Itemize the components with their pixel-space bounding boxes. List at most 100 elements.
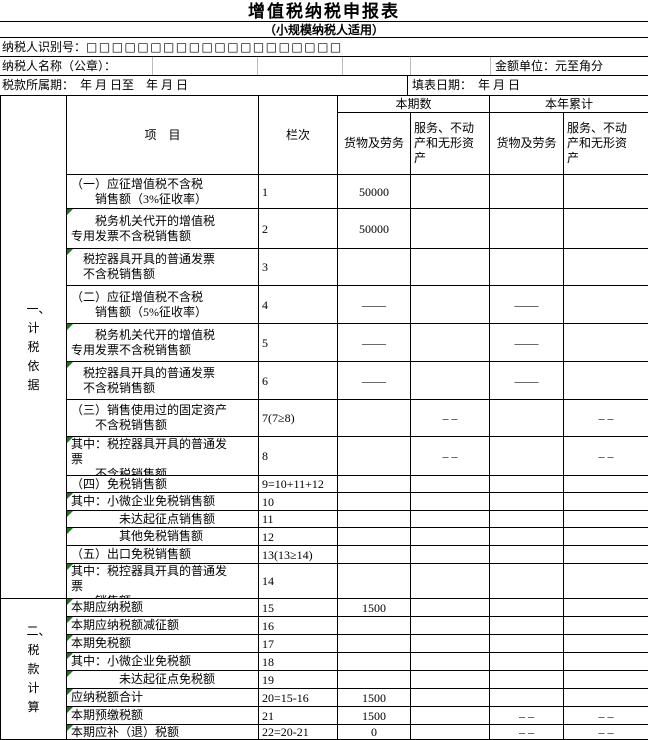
- cell-ytd-services[interactable]: [564, 511, 648, 528]
- cell-current-goods[interactable]: [338, 249, 411, 286]
- cell-current-services[interactable]: [411, 511, 490, 528]
- cell-ytd-goods[interactable]: ——: [490, 362, 564, 400]
- cell-current-goods[interactable]: [338, 511, 411, 528]
- cell-current-goods[interactable]: ——: [338, 362, 411, 400]
- cell-current-services[interactable]: [411, 617, 490, 635]
- cell-ytd-goods[interactable]: – –: [490, 725, 564, 740]
- taxpayer-id-boxes[interactable]: □□□□□□□□□□□□□□□□□□□□: [86, 38, 343, 56]
- cell-ytd-goods[interactable]: [490, 653, 564, 671]
- cell-ytd-goods[interactable]: [490, 493, 564, 511]
- cell-ytd-services[interactable]: – –: [564, 707, 648, 725]
- cell-current-goods[interactable]: [338, 635, 411, 653]
- blank-cell[interactable]: [410, 57, 490, 75]
- cell-ytd-goods[interactable]: [490, 476, 564, 493]
- cell-current-services[interactable]: – –: [411, 400, 490, 437]
- cell-current-goods[interactable]: [338, 653, 411, 671]
- cell-current-goods[interactable]: 50000: [338, 209, 411, 249]
- cell-ytd-services[interactable]: [564, 324, 648, 362]
- cell-ytd-services[interactable]: [564, 564, 648, 599]
- cell-ytd-goods[interactable]: [490, 511, 564, 528]
- cell-ytd-services[interactable]: [564, 476, 648, 493]
- cell-ytd-goods[interactable]: [490, 617, 564, 635]
- cell-current-services[interactable]: [411, 175, 490, 209]
- cell-ytd-goods[interactable]: [490, 546, 564, 564]
- row-column-no-cell: 1: [259, 175, 338, 209]
- cell-current-services[interactable]: [411, 725, 490, 740]
- cell-ytd-goods[interactable]: ——: [490, 286, 564, 324]
- cell-current-goods[interactable]: [338, 564, 411, 599]
- cell-current-services[interactable]: [411, 599, 490, 617]
- cell-ytd-services[interactable]: [564, 209, 648, 249]
- cell-current-services[interactable]: [411, 635, 490, 653]
- cell-current-services[interactable]: [411, 476, 490, 493]
- cell-current-goods[interactable]: 50000: [338, 175, 411, 209]
- cell-ytd-services[interactable]: [564, 493, 648, 511]
- comment-marker-icon: [67, 617, 73, 623]
- cell-current-services[interactable]: – –: [411, 437, 490, 476]
- cell-current-goods[interactable]: [338, 493, 411, 511]
- cell-current-goods[interactable]: 1500: [338, 707, 411, 725]
- blank-cell[interactable]: [257, 57, 342, 75]
- cell-ytd-services[interactable]: [564, 635, 648, 653]
- cell-ytd-services[interactable]: – –: [564, 725, 648, 740]
- cell-current-services[interactable]: [411, 528, 490, 546]
- cell-ytd-goods[interactable]: – –: [490, 707, 564, 725]
- cell-ytd-services[interactable]: [564, 528, 648, 546]
- cell-current-services[interactable]: [411, 564, 490, 599]
- cell-ytd-goods[interactable]: [490, 400, 564, 437]
- cell-current-services[interactable]: [411, 324, 490, 362]
- cell-current-services[interactable]: [411, 689, 490, 707]
- cell-ytd-services[interactable]: [564, 689, 648, 707]
- cell-ytd-goods[interactable]: ——: [490, 324, 564, 362]
- cell-current-goods[interactable]: [338, 671, 411, 689]
- row-label-cell: 其他免税销售额: [67, 528, 259, 546]
- cell-current-goods[interactable]: [338, 528, 411, 546]
- cell-current-goods[interactable]: 0: [338, 725, 411, 740]
- taxpayer-name-input-area[interactable]: [152, 57, 257, 75]
- amount-unit-cell: 金额单位：元至角分: [490, 57, 648, 75]
- tax-period-field[interactable]: 税款所属期： 年 月 日至 年 月 日: [0, 76, 407, 95]
- cell-ytd-services[interactable]: – –: [564, 400, 648, 437]
- cell-current-goods[interactable]: [338, 617, 411, 635]
- blank-cell[interactable]: [342, 57, 410, 75]
- cell-current-services[interactable]: [411, 249, 490, 286]
- cell-ytd-services[interactable]: [564, 671, 648, 689]
- cell-ytd-services[interactable]: – –: [564, 437, 648, 476]
- cell-current-services[interactable]: [411, 546, 490, 564]
- cell-ytd-goods[interactable]: [490, 528, 564, 546]
- cell-current-services[interactable]: [411, 493, 490, 511]
- cell-current-goods[interactable]: ——: [338, 286, 411, 324]
- cell-current-services[interactable]: [411, 362, 490, 400]
- cell-current-services[interactable]: [411, 653, 490, 671]
- cell-ytd-goods[interactable]: [490, 249, 564, 286]
- cell-ytd-goods[interactable]: [490, 689, 564, 707]
- fill-date-field[interactable]: 填表日期： 年 月 日: [407, 76, 648, 95]
- cell-ytd-goods[interactable]: [490, 564, 564, 599]
- cell-ytd-services[interactable]: [564, 653, 648, 671]
- cell-current-services[interactable]: [411, 707, 490, 725]
- cell-ytd-services[interactable]: [564, 617, 648, 635]
- cell-current-goods[interactable]: 1500: [338, 689, 411, 707]
- cell-ytd-services[interactable]: [564, 599, 648, 617]
- cell-current-goods[interactable]: [338, 546, 411, 564]
- cell-ytd-goods[interactable]: [490, 671, 564, 689]
- cell-current-goods[interactable]: [338, 400, 411, 437]
- cell-ytd-services[interactable]: [564, 175, 648, 209]
- cell-ytd-goods[interactable]: [490, 437, 564, 476]
- cell-current-goods[interactable]: [338, 476, 411, 493]
- cell-ytd-services[interactable]: [564, 249, 648, 286]
- cell-ytd-goods[interactable]: [490, 599, 564, 617]
- cell-current-goods[interactable]: ——: [338, 324, 411, 362]
- cell-current-goods[interactable]: 1500: [338, 599, 411, 617]
- cell-current-goods[interactable]: [338, 437, 411, 476]
- cell-current-services[interactable]: [411, 286, 490, 324]
- cell-current-services[interactable]: [411, 671, 490, 689]
- cell-ytd-goods[interactable]: [490, 209, 564, 249]
- cell-ytd-goods[interactable]: [490, 175, 564, 209]
- cell-current-services[interactable]: [411, 209, 490, 249]
- cell-ytd-services[interactable]: [564, 362, 648, 400]
- cell-ytd-goods[interactable]: [490, 635, 564, 653]
- cell-ytd-services[interactable]: [564, 286, 648, 324]
- cell-ytd-services[interactable]: [564, 546, 648, 564]
